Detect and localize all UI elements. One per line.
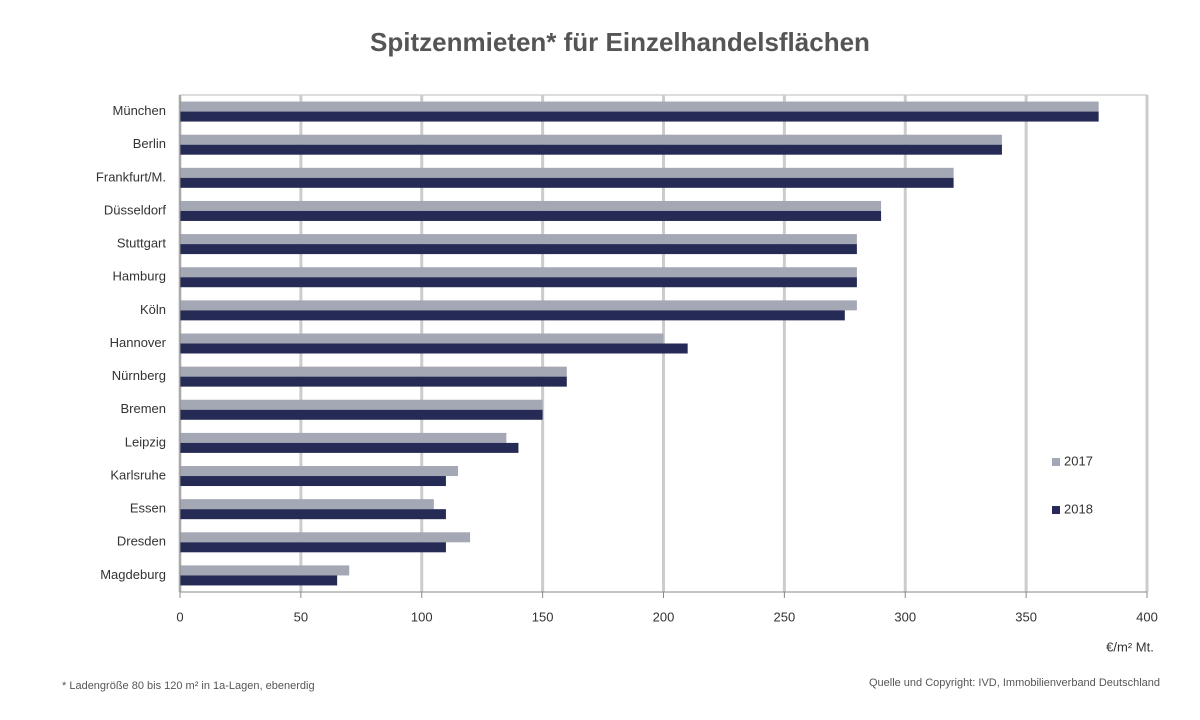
y-tick-label: Magdeburg xyxy=(100,567,166,582)
bar xyxy=(180,234,857,245)
bar xyxy=(180,144,1002,155)
source: Quelle und Copyright: IVD, Immobilienver… xyxy=(869,677,1160,689)
bar xyxy=(180,111,1099,122)
bar xyxy=(180,366,567,377)
bar xyxy=(180,442,519,453)
y-tick-label: Stuttgart xyxy=(117,236,167,251)
x-tick-label: 100 xyxy=(411,609,433,624)
y-tick-label: Hamburg xyxy=(113,269,166,284)
bar xyxy=(180,542,446,553)
y-tick-label: Köln xyxy=(140,302,166,317)
bar xyxy=(180,244,857,255)
y-tick-label: München xyxy=(113,103,166,118)
y-tick-label: Karlsruhe xyxy=(110,467,166,482)
y-tick-label: Düsseldorf xyxy=(104,202,167,217)
footnote: * Ladengröße 80 bis 120 m² in 1a-Lagen, … xyxy=(62,680,315,692)
x-tick-label: 0 xyxy=(176,609,183,624)
bar xyxy=(180,432,507,443)
bar xyxy=(180,509,446,520)
x-tick-label: 200 xyxy=(653,609,675,624)
x-tick-label: 50 xyxy=(294,609,308,624)
bar xyxy=(180,200,882,211)
bar xyxy=(180,310,845,321)
bar xyxy=(180,267,857,278)
bar xyxy=(180,343,688,354)
bar xyxy=(180,565,350,576)
bar xyxy=(180,210,882,221)
chart-title: Spitzenmieten* für Einzelhandelsflächen xyxy=(370,27,870,57)
bar xyxy=(180,399,543,410)
bar xyxy=(180,466,459,477)
legend-swatch xyxy=(1052,506,1060,514)
bar xyxy=(180,167,954,178)
bar xyxy=(180,101,1099,112)
y-tick-label: Frankfurt/M. xyxy=(96,169,166,184)
bar xyxy=(180,376,567,387)
y-tick-label: Leipzig xyxy=(125,434,166,449)
y-tick-label: Essen xyxy=(130,501,166,516)
y-tick-label: Hannover xyxy=(110,335,167,350)
x-tick-label: 150 xyxy=(532,609,554,624)
bar xyxy=(180,277,857,288)
bar xyxy=(180,177,954,188)
bar xyxy=(180,409,543,420)
y-tick-label: Berlin xyxy=(133,136,166,151)
bar xyxy=(180,575,338,586)
bar xyxy=(180,476,446,487)
x-tick-label: 300 xyxy=(894,609,916,624)
legend-swatch xyxy=(1052,458,1060,466)
bar xyxy=(180,499,434,510)
x-tick-label: 350 xyxy=(1015,609,1037,624)
y-tick-label: Bremen xyxy=(120,401,166,416)
bar xyxy=(180,134,1002,145)
x-tick-label: 400 xyxy=(1136,609,1158,624)
y-tick-label: Dresden xyxy=(117,534,166,549)
legend-label: 2018 xyxy=(1064,501,1093,516)
legend-label: 2017 xyxy=(1064,453,1093,468)
bar xyxy=(180,333,664,344)
x-tick-label: 250 xyxy=(774,609,796,624)
bar xyxy=(180,300,857,311)
x-axis-label: €/m² Mt. xyxy=(1106,639,1154,654)
bar xyxy=(180,532,471,543)
y-tick-label: Nürnberg xyxy=(112,368,166,383)
